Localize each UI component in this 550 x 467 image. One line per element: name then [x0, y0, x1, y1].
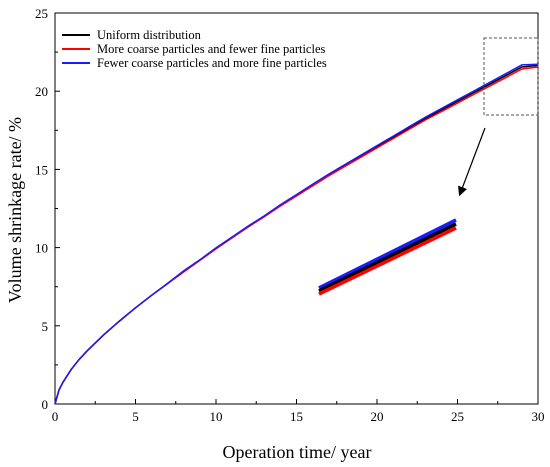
y-tick-label-15: 15 [35, 162, 48, 177]
series-line-3 [54, 63, 539, 405]
series-line-1 [54, 64, 539, 405]
x-tick-label-15: 15 [290, 409, 303, 424]
plot-frame [54, 12, 539, 405]
y-tick-label-20: 20 [35, 84, 48, 99]
series-line-2 [54, 66, 539, 405]
y-tick-label-0: 0 [42, 397, 49, 412]
zoom-arrow [458, 127, 486, 197]
legend-label-2: More coarse particles and fewer fine par… [97, 42, 325, 56]
series-lines [54, 63, 539, 405]
x-tick-label-30: 30 [532, 409, 545, 424]
x-tick-label-20: 20 [371, 409, 384, 424]
legend: Uniform distribution More coarse particl… [62, 28, 327, 70]
zoom-segment-3 [318, 218, 457, 290]
axes: 0 5 10 15 20 25 30 0 5 10 15 20 25 [35, 6, 545, 424]
zoom-region-box [483, 37, 539, 116]
legend-entry-3: Fewer coarse particles and more fine par… [62, 56, 327, 70]
zoom-segment-1 [318, 222, 457, 293]
legend-label-1: Uniform distribution [97, 28, 202, 42]
y-tick-label-5: 5 [42, 319, 49, 334]
y-axis-title: Volume shrinkage rate/ % [5, 117, 25, 303]
x-tick-label-10: 10 [210, 409, 223, 424]
x-tick-label-25: 25 [451, 409, 464, 424]
legend-entry-1: Uniform distribution [62, 28, 202, 42]
zoom-inset [318, 37, 539, 296]
legend-entry-2: More coarse particles and fewer fine par… [62, 42, 325, 56]
y-tick-label-25: 25 [35, 6, 48, 21]
legend-label-3: Fewer coarse particles and more fine par… [97, 56, 327, 70]
x-tick-label-0: 0 [52, 409, 59, 424]
x-axis-title: Operation time/ year [223, 442, 372, 462]
y-tick-label-10: 10 [35, 241, 48, 256]
zoom-segment-2 [318, 226, 457, 296]
x-tick-label-5: 5 [132, 409, 139, 424]
